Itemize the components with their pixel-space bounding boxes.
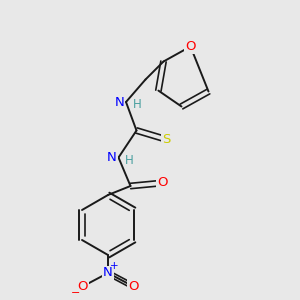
Text: O: O	[157, 176, 167, 190]
Text: N: N	[103, 266, 113, 280]
Text: O: O	[185, 40, 196, 53]
Text: O: O	[77, 280, 88, 293]
Text: N: N	[107, 151, 117, 164]
Text: O: O	[128, 280, 139, 293]
Text: −: −	[71, 288, 81, 298]
Text: S: S	[162, 133, 171, 146]
Text: H: H	[133, 98, 141, 112]
Text: +: +	[110, 261, 118, 272]
Text: H: H	[125, 154, 134, 167]
Text: N: N	[115, 95, 124, 109]
